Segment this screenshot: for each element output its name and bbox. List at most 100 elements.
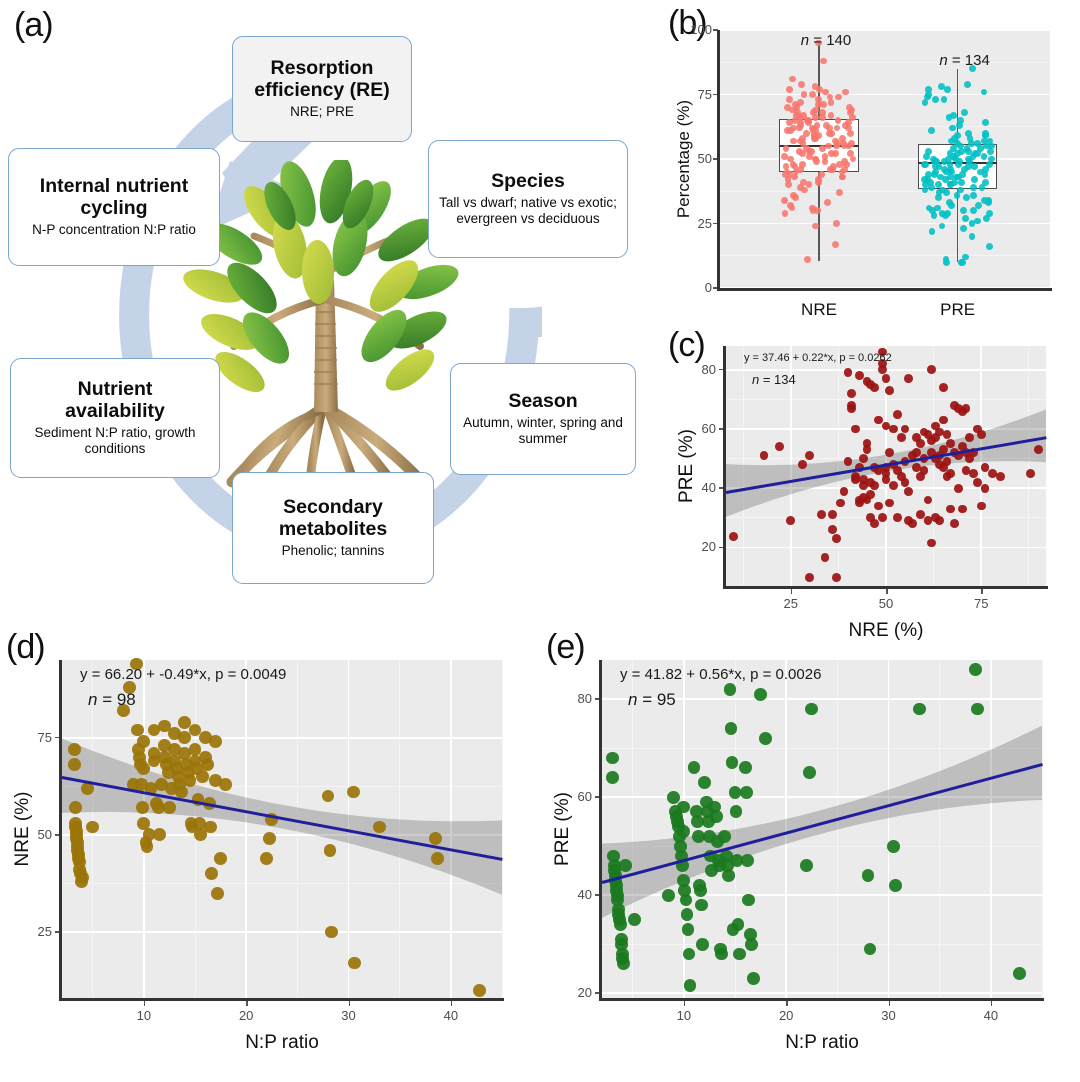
data-point xyxy=(976,430,986,440)
jitter-point xyxy=(962,214,970,222)
jitter-point xyxy=(790,124,798,132)
x-tick xyxy=(886,589,888,594)
data-point xyxy=(137,735,151,748)
data-point xyxy=(203,820,217,834)
concept-box-internal-nutrient-cycling[interactable]: Internal nutrient cycling N-P concentrati… xyxy=(8,148,220,266)
jitter-point xyxy=(790,137,797,145)
panel-e-letter: (e) xyxy=(546,628,586,666)
data-point xyxy=(614,918,627,931)
jitter-point xyxy=(799,140,807,147)
data-point xyxy=(839,486,849,496)
grid-line-major xyxy=(62,931,502,933)
jitter-point xyxy=(968,140,976,147)
y-tick xyxy=(55,736,60,739)
jitter-point xyxy=(789,106,797,114)
y-tick-label: 80 xyxy=(577,691,592,707)
jitter-point xyxy=(974,140,981,147)
jitter-point xyxy=(838,168,846,176)
jitter-point xyxy=(985,199,992,207)
jitter-point xyxy=(814,207,821,214)
data-point xyxy=(885,448,895,458)
jitter-point xyxy=(980,137,988,145)
jitter-point xyxy=(847,129,854,137)
jitter-point xyxy=(932,96,940,104)
data-point xyxy=(321,789,335,803)
x-category-label: PRE xyxy=(940,300,976,319)
concept-box-species[interactable]: Species Tall vs dwarf; native vs exotic;… xyxy=(428,140,628,258)
data-point xyxy=(1013,967,1026,980)
jitter-point xyxy=(797,98,805,106)
jitter-point xyxy=(977,145,984,153)
data-point xyxy=(76,871,89,884)
data-point xyxy=(805,702,819,716)
jitter-point xyxy=(958,171,966,178)
data-point xyxy=(67,742,81,756)
jitter-point xyxy=(849,114,857,122)
jitter-point xyxy=(787,155,794,163)
data-point xyxy=(904,486,914,496)
jitter-point xyxy=(954,150,962,158)
jitter-point xyxy=(961,109,968,116)
data-point xyxy=(828,510,838,520)
data-point xyxy=(927,365,937,375)
grid-line-major xyxy=(720,222,1050,225)
jitter-point xyxy=(941,212,949,220)
y-tick-label: 20 xyxy=(577,985,592,1001)
jitter-point xyxy=(796,165,804,173)
data-point xyxy=(820,553,830,563)
data-point xyxy=(347,785,361,799)
data-point xyxy=(847,403,857,413)
data-point xyxy=(953,483,963,493)
data-point xyxy=(873,466,883,475)
data-point xyxy=(858,454,868,463)
mangrove-tree-illustration xyxy=(183,160,459,488)
boxplot-median xyxy=(779,144,859,148)
data-point xyxy=(969,469,979,478)
concept-box-secondary-metabolites[interactable]: Secondary metabolites Phenolic; tannins xyxy=(232,472,434,584)
grid-line-major xyxy=(789,346,792,586)
data-point xyxy=(971,702,984,716)
data-point xyxy=(738,761,752,775)
data-point xyxy=(720,849,734,863)
data-point xyxy=(680,908,694,922)
regression-equation-label: y = 41.82 + 0.56*x, p = 0.0026 xyxy=(620,666,822,683)
data-point xyxy=(628,913,642,927)
data-point xyxy=(938,415,948,425)
concept-box-resorption-efficiency[interactable]: Resorption efficiency (RE) NRE; PRE xyxy=(232,36,412,142)
jitter-point xyxy=(796,183,804,191)
jitter-point xyxy=(784,104,792,111)
grid-line-minor xyxy=(720,61,1050,63)
jitter-point xyxy=(845,142,852,150)
sample-size-label: n = 98 xyxy=(88,690,136,709)
data-point xyxy=(904,516,914,526)
y-tick xyxy=(595,796,600,798)
y-tick-label: 0 xyxy=(704,280,712,295)
concept-box-nutrient-availability[interactable]: Nutrient availability Sediment N:P ratio,… xyxy=(10,358,220,478)
y-axis-title: NRE (%) xyxy=(12,791,33,867)
data-point xyxy=(677,800,691,814)
x-tick xyxy=(981,589,983,594)
data-point xyxy=(260,851,274,865)
data-point xyxy=(896,433,906,443)
data-point xyxy=(1033,445,1043,455)
jitter-point xyxy=(832,150,839,158)
data-point xyxy=(953,451,963,461)
x-tick xyxy=(888,1001,890,1006)
grid-line-minor xyxy=(602,845,1042,847)
data-point xyxy=(961,466,971,475)
y-tick xyxy=(719,368,724,371)
data-point xyxy=(116,704,130,717)
y-tick xyxy=(595,698,600,700)
jitter-point xyxy=(792,194,800,202)
jitter-point xyxy=(965,129,973,137)
grid-line-minor xyxy=(62,785,502,787)
jitter-point xyxy=(973,150,981,158)
data-point xyxy=(131,723,145,737)
data-point xyxy=(744,937,758,951)
data-point xyxy=(896,471,906,481)
data-point xyxy=(759,451,769,461)
concept-box-season[interactable]: Season Autumn, winter, spring and summer xyxy=(450,363,636,475)
jitter-point xyxy=(933,158,941,165)
x-tick xyxy=(450,1001,453,1006)
data-point xyxy=(691,829,705,843)
